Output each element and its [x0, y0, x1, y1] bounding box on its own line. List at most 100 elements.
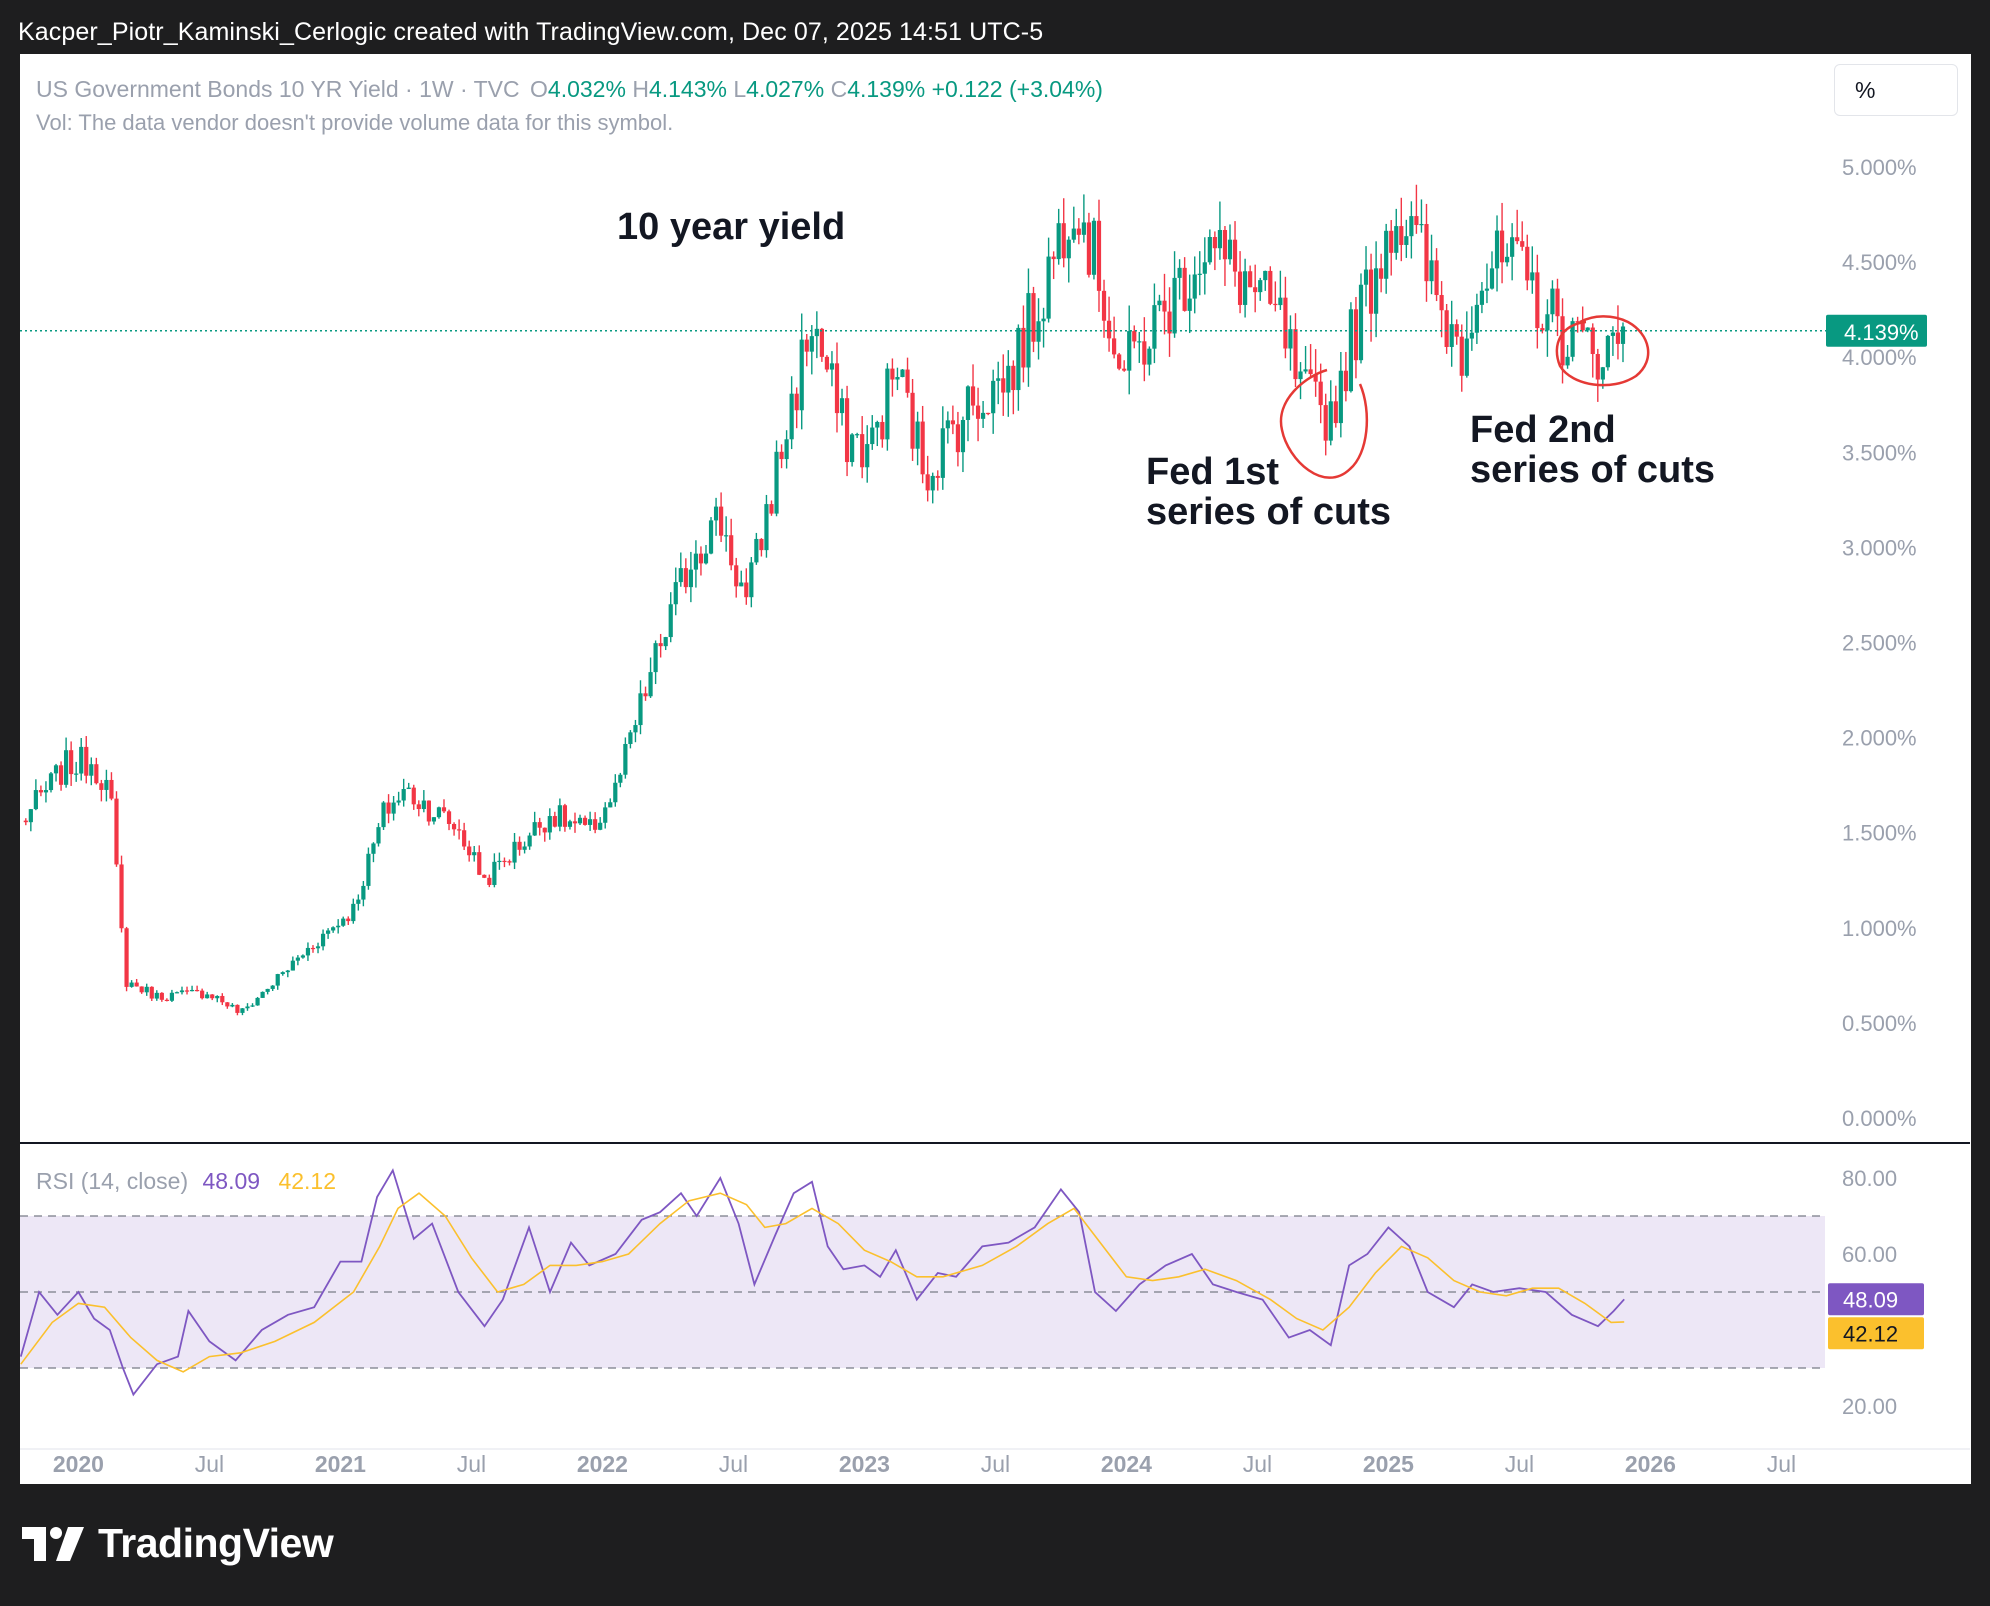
candle-body [1273, 303, 1278, 306]
candle-body [1399, 226, 1404, 245]
candle-body [1409, 216, 1414, 237]
time-axis-tick-label: Jul [981, 1451, 1010, 1477]
candle-body [814, 328, 819, 337]
candle-body [960, 419, 966, 453]
candle-body [915, 421, 920, 449]
candle-body [1263, 270, 1268, 281]
symbol-legend: US Government Bonds 10 YR Yield · 1W · T… [36, 76, 1103, 103]
annotation-text: Fed 2nd [1470, 409, 1616, 451]
candle-body [1248, 271, 1253, 288]
price-axis-tick-label: 3.500% [1842, 440, 1917, 465]
candle-body [124, 928, 129, 987]
candle-body [769, 504, 774, 514]
candle-body [562, 805, 568, 827]
price-axis-tick-label: 2.000% [1842, 726, 1917, 751]
rsi-legend: RSI (14, close) 48.09 42.12 [36, 1168, 336, 1195]
candle-body [1494, 230, 1500, 269]
candle-body [240, 1008, 245, 1013]
time-axis-tick-label: Jul [1767, 1451, 1796, 1477]
candle-body [1363, 269, 1369, 285]
candle-body [305, 947, 311, 956]
candle-body [633, 725, 638, 733]
candle-body [648, 672, 653, 697]
time-axis-tick-label: 2024 [1101, 1451, 1152, 1477]
candle-body [84, 746, 89, 776]
candle-body [839, 398, 845, 414]
candle-body [1343, 370, 1348, 392]
candle-body [38, 790, 44, 793]
candle-body [1318, 381, 1323, 406]
candle-body [834, 363, 840, 414]
candle-body [678, 568, 683, 583]
candle-body [1031, 293, 1036, 342]
candle-body [703, 553, 709, 564]
candle-body [1555, 288, 1560, 317]
candle-body [1434, 260, 1439, 296]
candle-body [1187, 298, 1192, 311]
candle-body [572, 821, 578, 824]
chart-canvas[interactable]: 5.000% 4.500% 4.000% 3.500% 3.000% 2.500% 2.00… [20, 54, 1971, 1484]
candle-body [457, 829, 462, 831]
candle-body [693, 553, 699, 570]
candle-body [285, 970, 290, 973]
last-price-tag [1826, 314, 1927, 347]
price-axis-tick-label: 1.500% [1842, 821, 1917, 846]
price-axis-tick-label: 0.000% [1842, 1106, 1917, 1131]
annotation-text: 10 year yield [617, 206, 845, 248]
candle-body [89, 764, 94, 776]
candle-body [492, 861, 497, 885]
candle-body [1132, 331, 1137, 342]
candle-body [230, 1004, 235, 1007]
candle-body [270, 985, 275, 989]
candle-body [1620, 326, 1626, 344]
candle-body [1243, 271, 1248, 305]
candle-body [225, 1002, 230, 1007]
candle-body [1016, 327, 1021, 391]
candle-body [215, 995, 220, 999]
candle-body [1177, 267, 1182, 278]
candle-body [729, 535, 734, 566]
candle-body [1192, 274, 1197, 299]
candle-body [58, 765, 64, 785]
candle-body [804, 339, 809, 352]
price-axis-tick-label: 2.500% [1842, 631, 1917, 656]
candle-body [33, 790, 38, 810]
candle-body [1283, 297, 1288, 349]
time-axis-tick-label: 2023 [839, 1451, 890, 1477]
candle-body [109, 779, 114, 799]
percent-scale-button[interactable]: % [1834, 64, 1958, 116]
candle-body [1036, 321, 1041, 342]
candle-body [356, 899, 361, 904]
candle-body [1046, 256, 1051, 319]
candle-body [1530, 272, 1535, 281]
candle-body [436, 807, 442, 818]
candle-body [1444, 310, 1449, 347]
candle-body [855, 434, 860, 436]
candle-body [482, 874, 487, 878]
candle-body [970, 386, 976, 406]
time-axis-tick-label: 2026 [1625, 1451, 1676, 1477]
candle-body [719, 506, 724, 536]
price-axis-tick-label: 3.000% [1842, 535, 1917, 560]
candle-body [794, 393, 799, 411]
candle-body [975, 405, 981, 419]
candle-body [1595, 354, 1600, 380]
price-axis-tick-label: 0.500% [1842, 1011, 1917, 1036]
rsi-line [20, 1168, 1625, 1397]
candle-body [517, 841, 522, 850]
candle-body [235, 1004, 240, 1013]
candle-body [895, 377, 900, 380]
high-value: 4.143% [648, 76, 727, 102]
candle-body [1076, 228, 1081, 235]
price-axis-tick-label: 4.000% [1842, 345, 1917, 370]
candle-body [1489, 268, 1495, 289]
candle-body [210, 994, 215, 999]
candle-body [351, 903, 356, 922]
candle-body [708, 520, 714, 554]
candle-body [744, 582, 749, 598]
candle-body [245, 1006, 250, 1009]
candle-body [310, 947, 316, 950]
time-axis-tick-label: Jul [719, 1451, 748, 1477]
candle-body [965, 386, 971, 420]
candle-body [48, 773, 54, 791]
